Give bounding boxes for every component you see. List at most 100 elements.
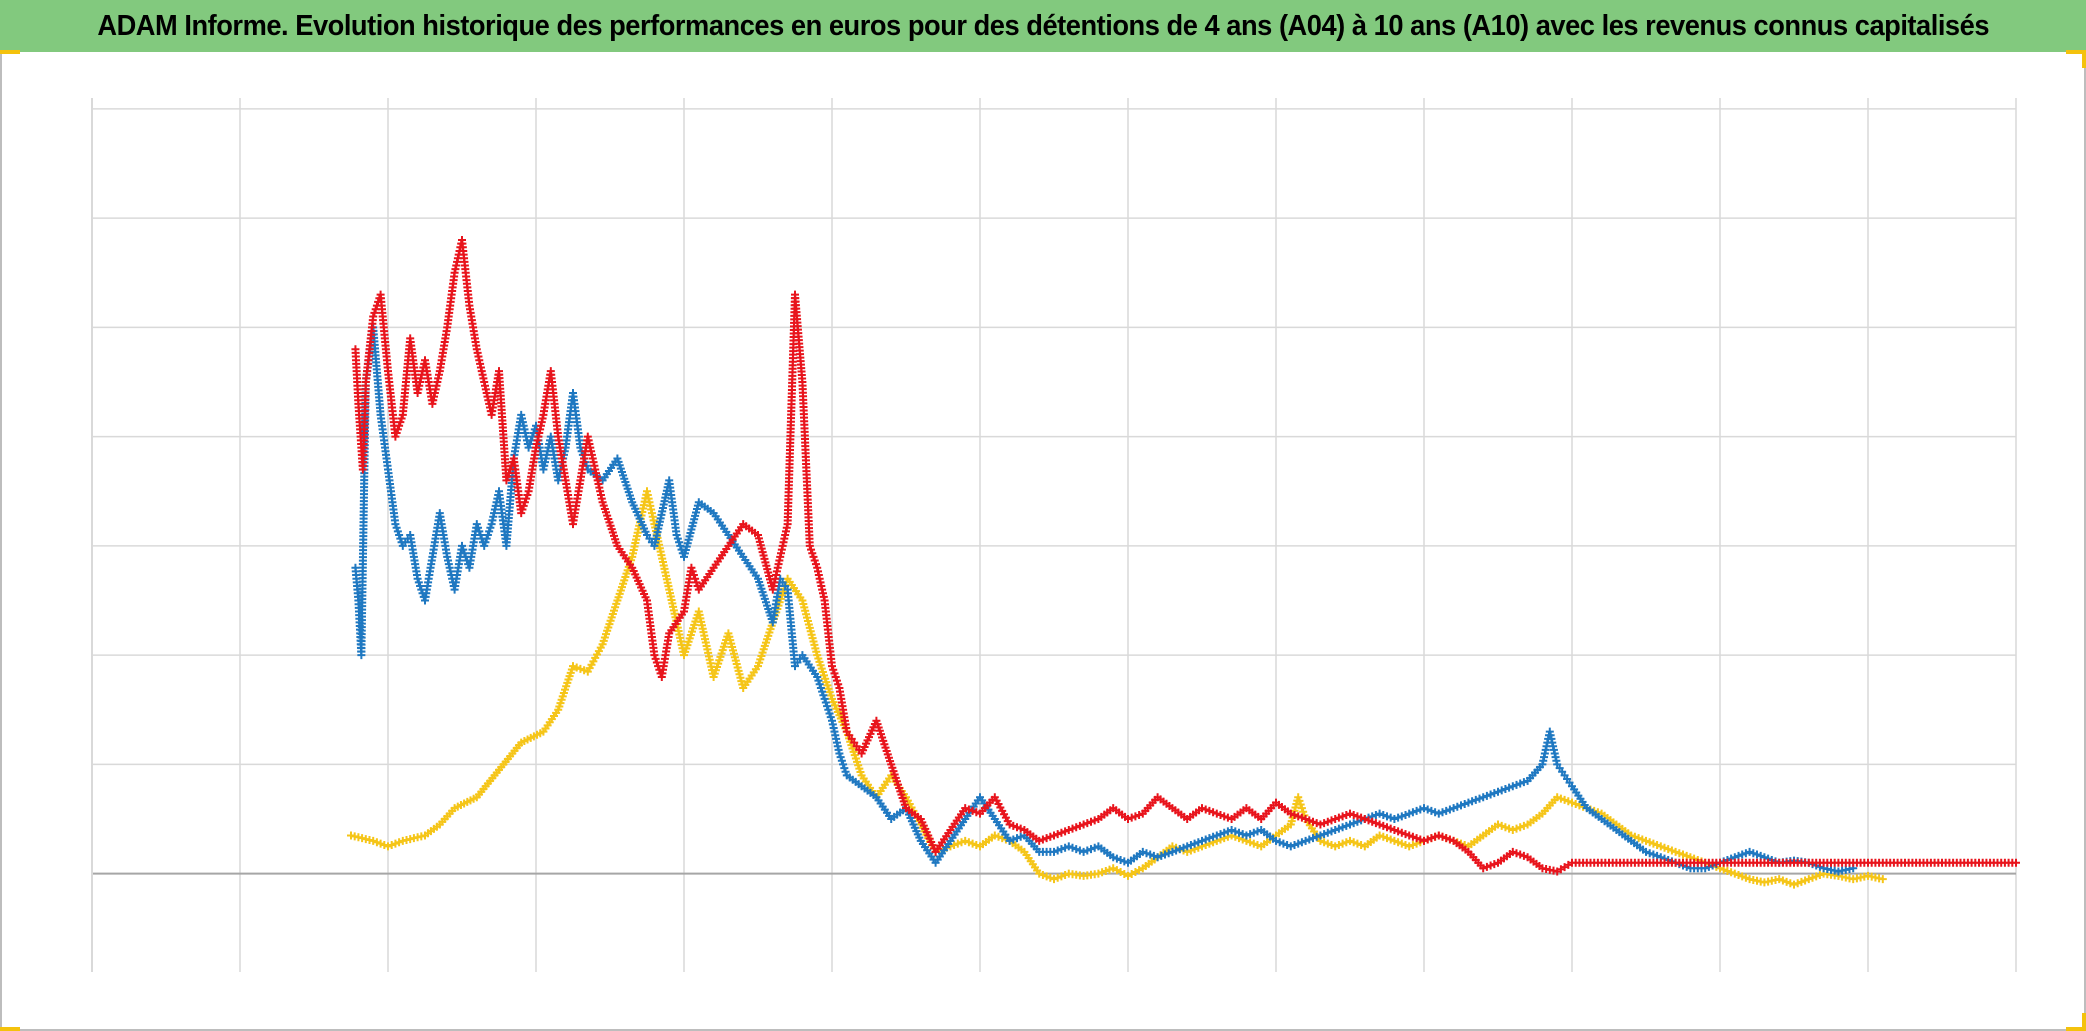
data-point	[1671, 847, 1680, 856]
data-point	[1401, 840, 1410, 849]
scatter-chart	[91, 98, 2020, 972]
data-point	[580, 666, 589, 675]
data-point	[1327, 827, 1336, 836]
data-point	[1519, 851, 1528, 860]
data-point	[1316, 820, 1325, 829]
data-point	[1645, 838, 1654, 847]
data-point	[1087, 845, 1095, 854]
data-point	[1079, 820, 1088, 829]
data-point	[1508, 847, 1517, 856]
data-point	[1153, 853, 1162, 862]
data-point	[1667, 846, 1676, 855]
data-point	[1353, 812, 1362, 821]
data-point	[1294, 839, 1303, 848]
data-point	[1371, 819, 1380, 828]
data-point	[1475, 794, 1484, 803]
data-point	[1749, 849, 1758, 858]
data-point	[1220, 828, 1229, 837]
data-point	[1320, 830, 1329, 839]
data-point	[1427, 806, 1436, 815]
chart-grid	[91, 98, 2017, 972]
corner-mark-bottom-left	[0, 1027, 20, 1031]
data-point	[1323, 828, 1332, 837]
frame-left-edge	[0, 52, 2, 1031]
data-point	[1201, 835, 1210, 844]
data-point	[1653, 840, 1662, 849]
data-point	[1157, 851, 1166, 860]
data-point	[1420, 804, 1428, 813]
data-point	[1379, 821, 1388, 830]
data-point	[1164, 849, 1173, 858]
data-point	[1209, 808, 1218, 817]
data-point	[1050, 831, 1058, 840]
data-point	[1068, 824, 1077, 833]
data-point	[1512, 780, 1521, 789]
data-point	[1682, 851, 1691, 860]
data-point	[1105, 865, 1114, 874]
data-point	[1172, 846, 1181, 855]
data-point	[395, 838, 404, 847]
data-point	[1664, 845, 1673, 854]
data-point	[572, 663, 581, 672]
data-point	[1127, 813, 1136, 822]
data-point	[1083, 846, 1092, 855]
data-point	[1061, 871, 1070, 880]
corner-mark-top-right-vertical	[2082, 50, 2086, 68]
data-point	[1186, 840, 1195, 849]
data-point	[1279, 839, 1288, 848]
data-point	[1460, 800, 1469, 809]
data-point	[1408, 840, 1417, 849]
data-point	[576, 664, 585, 673]
data-point	[1497, 821, 1506, 830]
data-point	[1445, 805, 1454, 814]
data-point	[1634, 834, 1643, 843]
data-point	[1190, 839, 1199, 848]
data-point	[1346, 809, 1354, 818]
data-point	[1775, 875, 1784, 884]
data-point	[1508, 782, 1517, 791]
data-point	[1812, 872, 1821, 881]
data-point	[1556, 794, 1565, 803]
data-point	[1753, 850, 1761, 859]
data-point	[1053, 830, 1062, 839]
data-point	[1394, 827, 1403, 836]
data-point	[1741, 873, 1750, 882]
data-point	[1249, 839, 1258, 848]
data-point	[1516, 823, 1525, 832]
data-point	[1212, 809, 1221, 818]
data-point	[1072, 845, 1081, 854]
data-point	[1149, 851, 1158, 860]
data-point	[1301, 815, 1310, 824]
data-point	[1124, 815, 1132, 824]
data-point	[1675, 849, 1684, 858]
data-point	[1449, 804, 1458, 813]
data-point	[1505, 783, 1514, 792]
data-point	[1316, 831, 1325, 840]
data-point	[1386, 824, 1395, 833]
data-point	[1198, 804, 1206, 813]
data-point	[1383, 834, 1391, 843]
data-point	[369, 836, 378, 845]
chart-title: ADAM Informe. Evolution historique des p…	[97, 9, 1989, 42]
data-point	[1815, 871, 1824, 880]
data-point	[1801, 876, 1810, 885]
data-point	[1320, 819, 1329, 828]
data-point	[1179, 843, 1188, 852]
data-point	[1212, 831, 1221, 840]
data-point	[1346, 820, 1354, 829]
data-point	[1434, 809, 1443, 818]
data-point	[990, 831, 999, 840]
data-point	[1394, 813, 1403, 822]
data-point	[1368, 817, 1377, 826]
data-point	[1423, 805, 1432, 814]
data-point	[1075, 821, 1084, 830]
data-point	[1138, 847, 1147, 856]
data-point	[1486, 790, 1495, 799]
data-point	[1416, 835, 1425, 844]
data-point	[1512, 824, 1521, 833]
data-point	[964, 805, 973, 814]
data-point	[1349, 819, 1358, 828]
data-point	[1131, 812, 1140, 821]
data-point	[1297, 813, 1306, 822]
data-point	[1730, 869, 1739, 878]
